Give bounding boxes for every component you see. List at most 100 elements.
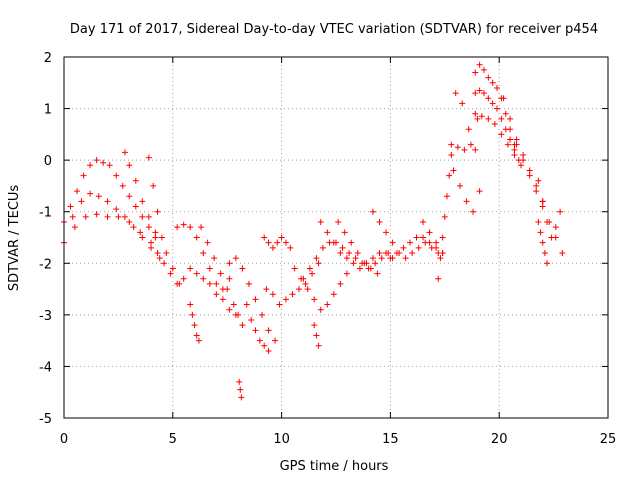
data-point [489,79,496,86]
data-point [463,198,470,205]
data-point [315,260,322,267]
data-point [232,255,239,262]
data-point [420,219,427,226]
data-point [187,265,194,272]
data-point [200,249,207,256]
data-point [152,229,159,236]
data-point [346,249,353,256]
data-point [494,84,501,91]
data-point [402,255,409,262]
y-tick-label: -2 [39,257,52,272]
data-point [252,327,259,334]
data-point [311,322,318,329]
data-point [535,177,542,184]
data-point [239,265,246,272]
data-point [189,311,196,318]
data-point [304,286,311,293]
y-tick-label: -5 [39,412,52,427]
data-point [313,332,320,339]
data-point [374,270,381,277]
data-point [372,260,379,267]
data-point [520,151,527,158]
data-point [426,239,433,246]
data-point [80,172,87,179]
data-point [187,224,194,231]
data-point [319,244,326,251]
y-tick-label: -4 [39,360,52,375]
data-point [541,249,548,256]
data-point [213,291,220,298]
data-point [126,162,133,169]
data-point [145,213,152,220]
data-point [236,378,243,385]
data-point [478,113,485,120]
series-track-13 [263,260,322,308]
data-point [180,221,187,228]
data-point [348,239,355,246]
data-point [470,208,477,215]
data-point [389,239,396,246]
data-point [361,260,368,267]
data-point [502,126,509,133]
data-point [309,270,316,277]
data-point [467,141,474,148]
data-point [317,306,324,313]
data-point [354,249,361,256]
grid-lines [64,57,608,418]
data-point [437,255,444,262]
data-point [82,213,89,220]
data-point [148,244,155,251]
data-point [193,332,200,339]
data-point [213,280,220,287]
data-point [296,286,303,293]
data-point [95,193,102,200]
data-point [317,219,324,226]
data-point [330,291,337,298]
data-point [476,61,483,68]
data-point [548,234,555,241]
data-point [441,213,448,220]
series-track-7 [174,221,239,318]
data-point [211,255,218,262]
data-points [61,61,566,401]
data-point [187,301,194,308]
data-point [498,131,505,138]
y-tick-label: 0 [44,154,52,169]
data-point [156,255,163,262]
series-track-29 [472,110,524,169]
y-tick-labels: -5 -4 -3 -2 -1 0 1 2 [39,51,52,427]
series-track-31 [513,141,566,256]
data-point [237,386,244,393]
series-track-33 [535,219,551,267]
data-point [387,255,394,262]
data-point [226,306,233,313]
x-tick-label: 10 [273,432,290,447]
data-point [494,105,501,112]
data-point [539,203,546,210]
data-point [409,249,416,256]
y-axis-label: SDTVAR / TECUs [7,185,22,292]
data-point [132,177,139,184]
data-point [87,190,94,197]
data-point [500,95,507,102]
data-point [450,167,457,174]
data-point [119,182,126,189]
data-point [324,229,331,236]
data-point [520,157,527,164]
data-point [504,141,511,148]
data-point [100,159,107,166]
data-point [502,110,509,117]
data-point [443,193,450,200]
data-point [239,322,246,329]
data-point [93,157,100,164]
data-point [226,260,233,267]
data-point [343,255,350,262]
data-point [306,265,313,272]
data-point [161,260,168,267]
data-point [439,249,446,256]
data-point [261,342,268,349]
data-point [224,286,231,293]
data-point [302,280,309,287]
data-point [289,291,296,298]
series-track-11 [243,301,272,354]
